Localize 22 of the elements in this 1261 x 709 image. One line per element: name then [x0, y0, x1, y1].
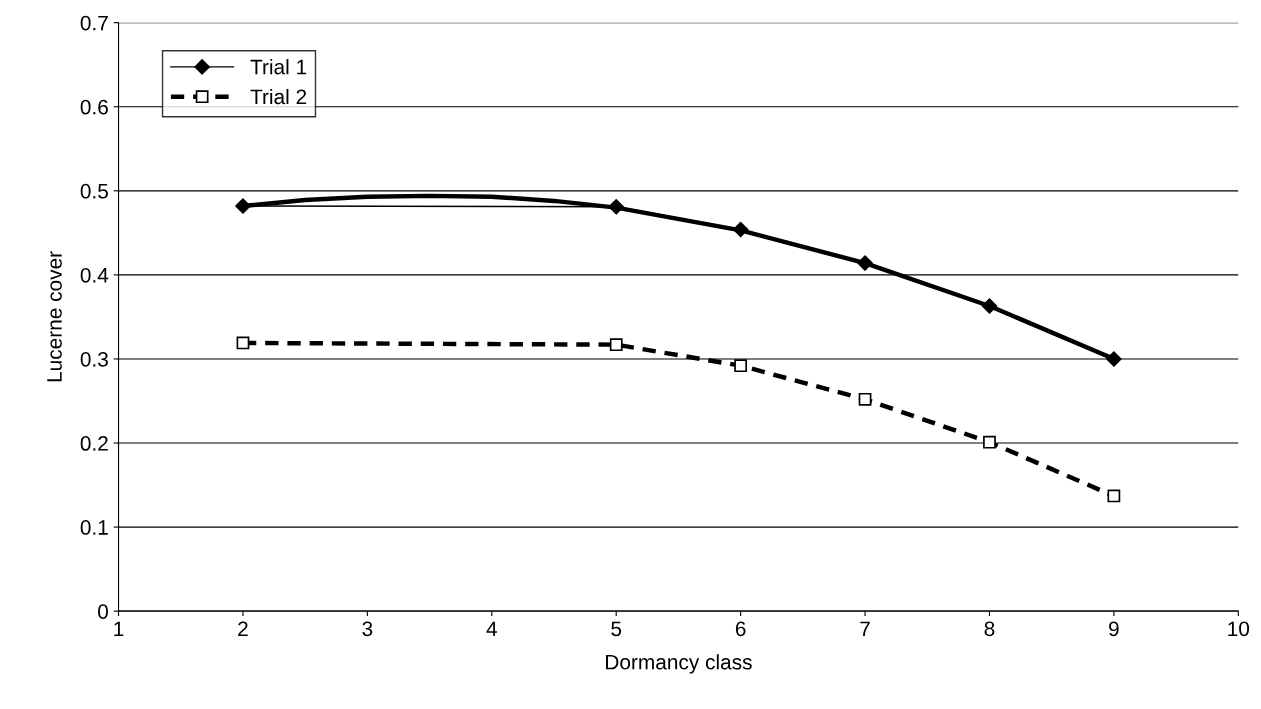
x-tick-label: 4 [486, 621, 497, 636]
y-tick-label: 0.4 [80, 267, 109, 283]
y-tick-label: 0.7 [80, 15, 108, 31]
x-tick-label: 3 [362, 621, 373, 637]
x-tick-label: 6 [735, 621, 746, 637]
y-tick-label: 0.1 [80, 520, 108, 535]
y-axis-title: Lucerne cover [47, 251, 62, 382]
x-axis-title: Dormancy class [606, 654, 752, 674]
y-tick-label: 0.2 [80, 436, 108, 451]
x-tick-label: 8 [984, 621, 995, 637]
x-tick-label: 10 [1228, 621, 1250, 637]
y-tick-label: 0 [98, 604, 108, 619]
x-tick-label: 9 [1109, 621, 1119, 637]
x-tick-label: 5 [611, 621, 622, 637]
legend-label: Trial 2 [250, 88, 307, 105]
y-tick-label: 0.5 [80, 183, 108, 199]
legend-label: Trial 1 [250, 59, 307, 75]
x-tick-label: 7 [860, 621, 870, 636]
x-tick-label: 2 [238, 621, 248, 636]
x-tick-label: 1 [114, 621, 124, 636]
y-tick-label: 0.3 [80, 351, 108, 367]
y-tick-label: 0.6 [80, 99, 108, 115]
